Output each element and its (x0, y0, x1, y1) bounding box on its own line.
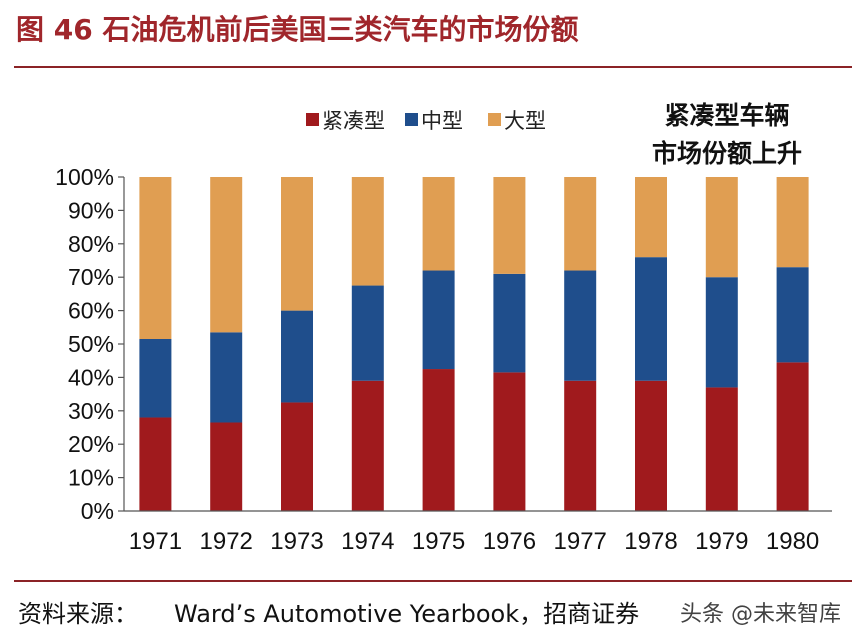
source-label: 资料来源： (18, 600, 138, 628)
bar-1974-series-1 (351, 285, 384, 381)
legend-label-1: 中型 (421, 109, 463, 133)
bar-1972-series-0 (210, 422, 243, 511)
annotation-line-2: 市场份额上升 (652, 139, 802, 168)
bar-1976-series-1 (493, 273, 526, 373)
x-tick-label: 1971 (129, 528, 182, 555)
bar-1971-series-2 (139, 177, 172, 339)
y-tick-label: 30% (68, 398, 114, 424)
y-tick-label: 60% (68, 298, 114, 324)
bar-1977-series-1 (564, 270, 597, 381)
bar-1972-series-2 (210, 177, 243, 333)
legend-label-2: 大型 (504, 109, 546, 133)
y-tick-label: 40% (68, 364, 114, 390)
y-tick-label: 10% (68, 465, 114, 491)
x-tick-label: 1974 (341, 528, 394, 555)
chart-legend: 紧凑型 中型 大型 (306, 109, 546, 133)
legend-swatch-2 (488, 113, 501, 126)
y-axis: 0% 10% 20% 30% 40% 50% 60% 70% 80% 90% 100% (55, 164, 125, 524)
x-tick-label: 1980 (766, 528, 819, 555)
source-line: 资料来源： Ward’s Automotive Yearbook，招商证券 (18, 594, 639, 629)
bar-1971-series-0 (139, 417, 172, 511)
bar-1978-series-1 (635, 257, 667, 381)
y-tick-label: 50% (68, 331, 114, 357)
bar-1976-series-2 (493, 177, 526, 274)
y-tick-label: 70% (68, 264, 114, 290)
bars (139, 177, 809, 511)
bar-1973-series-1 (281, 310, 313, 403)
y-tick-label: 0% (81, 498, 114, 524)
bar-1974-series-2 (351, 177, 384, 286)
x-tick-label: 1978 (624, 528, 677, 555)
bar-1975-series-0 (422, 369, 455, 511)
bar-1975-series-1 (422, 270, 455, 370)
bar-1973-series-0 (281, 402, 313, 511)
bar-1979-series-2 (705, 177, 738, 278)
chart-annotation: 紧凑型车辆 市场份额上升 (652, 101, 802, 168)
watermark: 头条 @未来智库 (680, 602, 841, 627)
y-tick-label: 100% (55, 164, 114, 190)
bar-1980-series-2 (776, 177, 809, 268)
source-rule (14, 580, 852, 582)
x-tick-label: 1973 (270, 528, 323, 555)
bar-1980-series-1 (776, 267, 809, 363)
x-tick-label: 1979 (695, 528, 748, 555)
legend-swatch-1 (405, 113, 418, 126)
bar-1978-series-0 (635, 380, 667, 511)
legend-swatch-0 (306, 113, 319, 126)
x-tick-label: 1977 (554, 528, 607, 555)
bar-1977-series-2 (564, 177, 597, 271)
y-tick-label: 20% (68, 431, 114, 457)
title-rule (14, 66, 852, 68)
y-tick-label: 90% (68, 197, 114, 223)
x-tick-label: 1975 (412, 528, 465, 555)
figure-title: 图 46 石油危机前后美国三类汽车的市场份额 (16, 13, 579, 46)
bar-1975-series-2 (422, 177, 455, 271)
x-tick-label: 1976 (483, 528, 536, 555)
bar-1977-series-0 (564, 380, 597, 511)
source-text: Ward’s Automotive Yearbook，招商证券 (174, 600, 640, 628)
bar-1979-series-1 (705, 277, 738, 388)
stacked-bar-chart: 紧凑型 中型 大型 紧凑型车辆 市场份额上升 0% 10% 20% 30% 40% 50% 60… (55, 101, 832, 555)
bar-1971-series-1 (139, 338, 172, 418)
bar-1976-series-0 (493, 372, 526, 511)
annotation-line-1: 紧凑型车辆 (664, 101, 789, 130)
y-tick-label: 80% (68, 231, 114, 257)
bar-1973-series-2 (281, 177, 313, 311)
bar-1972-series-1 (210, 332, 243, 423)
x-tick-label: 1972 (200, 528, 253, 555)
bar-1978-series-2 (635, 177, 667, 258)
legend-label-0: 紧凑型 (322, 109, 385, 133)
bar-1980-series-0 (776, 362, 809, 511)
x-axis: 1971 1972 1973 1974 1975 1976 1977 1978 1979 1980 (124, 510, 832, 555)
bar-1979-series-0 (705, 387, 738, 511)
bar-1974-series-0 (351, 380, 384, 511)
